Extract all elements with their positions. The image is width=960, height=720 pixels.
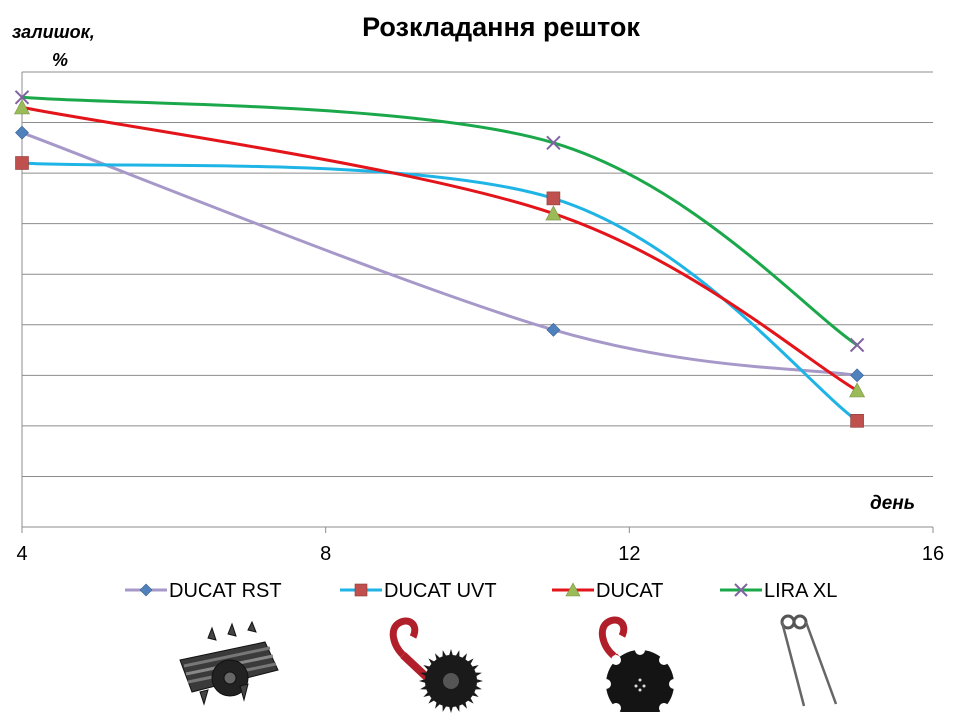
legend-marker-ducat-rst bbox=[139, 583, 153, 597]
disc-spike bbox=[470, 690, 479, 697]
y-axis-label-line1: залишок, bbox=[12, 22, 95, 42]
disc-spike bbox=[473, 684, 482, 690]
disc-spike bbox=[420, 684, 429, 690]
series-markers bbox=[13, 90, 866, 428]
x-marker-stroke bbox=[849, 337, 865, 353]
disc-spike bbox=[435, 700, 442, 709]
notched-disc-tine-icon bbox=[598, 616, 679, 712]
chart-title: Розкладання решток bbox=[362, 12, 640, 42]
disc-spike bbox=[419, 678, 428, 684]
legend-marker-ducat bbox=[565, 582, 581, 597]
disc-spike bbox=[454, 703, 460, 712]
series-line-lira-xl bbox=[21, 95, 858, 347]
disc-spike bbox=[473, 672, 482, 678]
data-point-ducat bbox=[849, 382, 866, 398]
data-point-ducat bbox=[545, 205, 562, 221]
disc-spike bbox=[470, 665, 479, 672]
x-marker-stroke bbox=[734, 583, 748, 597]
series-line-ducat-rst bbox=[21, 131, 858, 377]
disc-spike bbox=[420, 672, 429, 678]
data-point-ducat-uvt bbox=[15, 156, 29, 170]
disc-spike bbox=[442, 703, 448, 712]
axes: 4 8 12 16 bbox=[16, 72, 944, 565]
data-point-lira-xl bbox=[849, 337, 865, 353]
series-lines bbox=[21, 95, 858, 423]
disc-spike bbox=[460, 653, 467, 662]
x-axis-label: день bbox=[870, 493, 916, 514]
disc-spike bbox=[442, 650, 448, 659]
data-point-lira-xl bbox=[546, 135, 561, 150]
data-point-ducat-uvt bbox=[546, 191, 561, 206]
disc-spike bbox=[448, 649, 454, 658]
x-tick-label: 4 bbox=[16, 543, 27, 565]
x-marker-stroke bbox=[14, 90, 30, 105]
disc-spike bbox=[423, 690, 432, 697]
data-point-lira-xl bbox=[14, 90, 30, 105]
y-axis-label: залишок,% bbox=[12, 18, 112, 74]
disc-spike bbox=[466, 696, 474, 704]
legend-marker-ducat-uvt bbox=[354, 583, 368, 597]
legend: DUCAT RST DUCAT UVT DUCAT LIRA XL bbox=[125, 580, 837, 602]
legend-label-ducat: DUCAT bbox=[596, 580, 663, 602]
spring-tine-harrow-icon bbox=[780, 614, 838, 707]
legend-label-lira-xl: LIRA XL bbox=[764, 580, 837, 602]
legend-marker-lira-xl bbox=[734, 583, 748, 597]
series-line-ducat bbox=[21, 105, 858, 392]
gridlines bbox=[22, 71, 933, 477]
legend-label-ducat-uvt: DUCAT UVT bbox=[384, 580, 497, 602]
disc-spike bbox=[466, 658, 474, 666]
disc-spike bbox=[428, 696, 436, 704]
disc-spike bbox=[448, 704, 454, 713]
x-tick-label: 12 bbox=[618, 543, 640, 565]
x-tick-label: 16 bbox=[922, 543, 944, 565]
data-point-ducat-rst bbox=[850, 368, 865, 383]
disc-spike bbox=[460, 700, 467, 709]
y-axis-label-text: залишок,% bbox=[12, 22, 112, 74]
data-point-ducat bbox=[13, 99, 31, 115]
disc-spike bbox=[474, 678, 483, 684]
disc-spike bbox=[454, 650, 460, 659]
series-line-ducat-uvt bbox=[21, 161, 858, 423]
data-point-ducat-rst bbox=[546, 322, 561, 337]
y-axis-label-unit: % bbox=[52, 50, 69, 70]
x-marker-stroke bbox=[546, 135, 561, 150]
disc-spike bbox=[423, 665, 432, 672]
disc-spike bbox=[435, 653, 442, 662]
rotary-cage-roller-icon bbox=[179, 620, 279, 706]
legend-label-ducat-rst: DUCAT RST bbox=[169, 580, 282, 602]
spiked-disc-tine-icon bbox=[389, 617, 483, 713]
data-point-ducat-uvt bbox=[850, 414, 864, 428]
disc-spike bbox=[428, 658, 436, 666]
x-tick-label: 8 bbox=[320, 543, 331, 565]
data-point-ducat-rst bbox=[15, 125, 29, 140]
